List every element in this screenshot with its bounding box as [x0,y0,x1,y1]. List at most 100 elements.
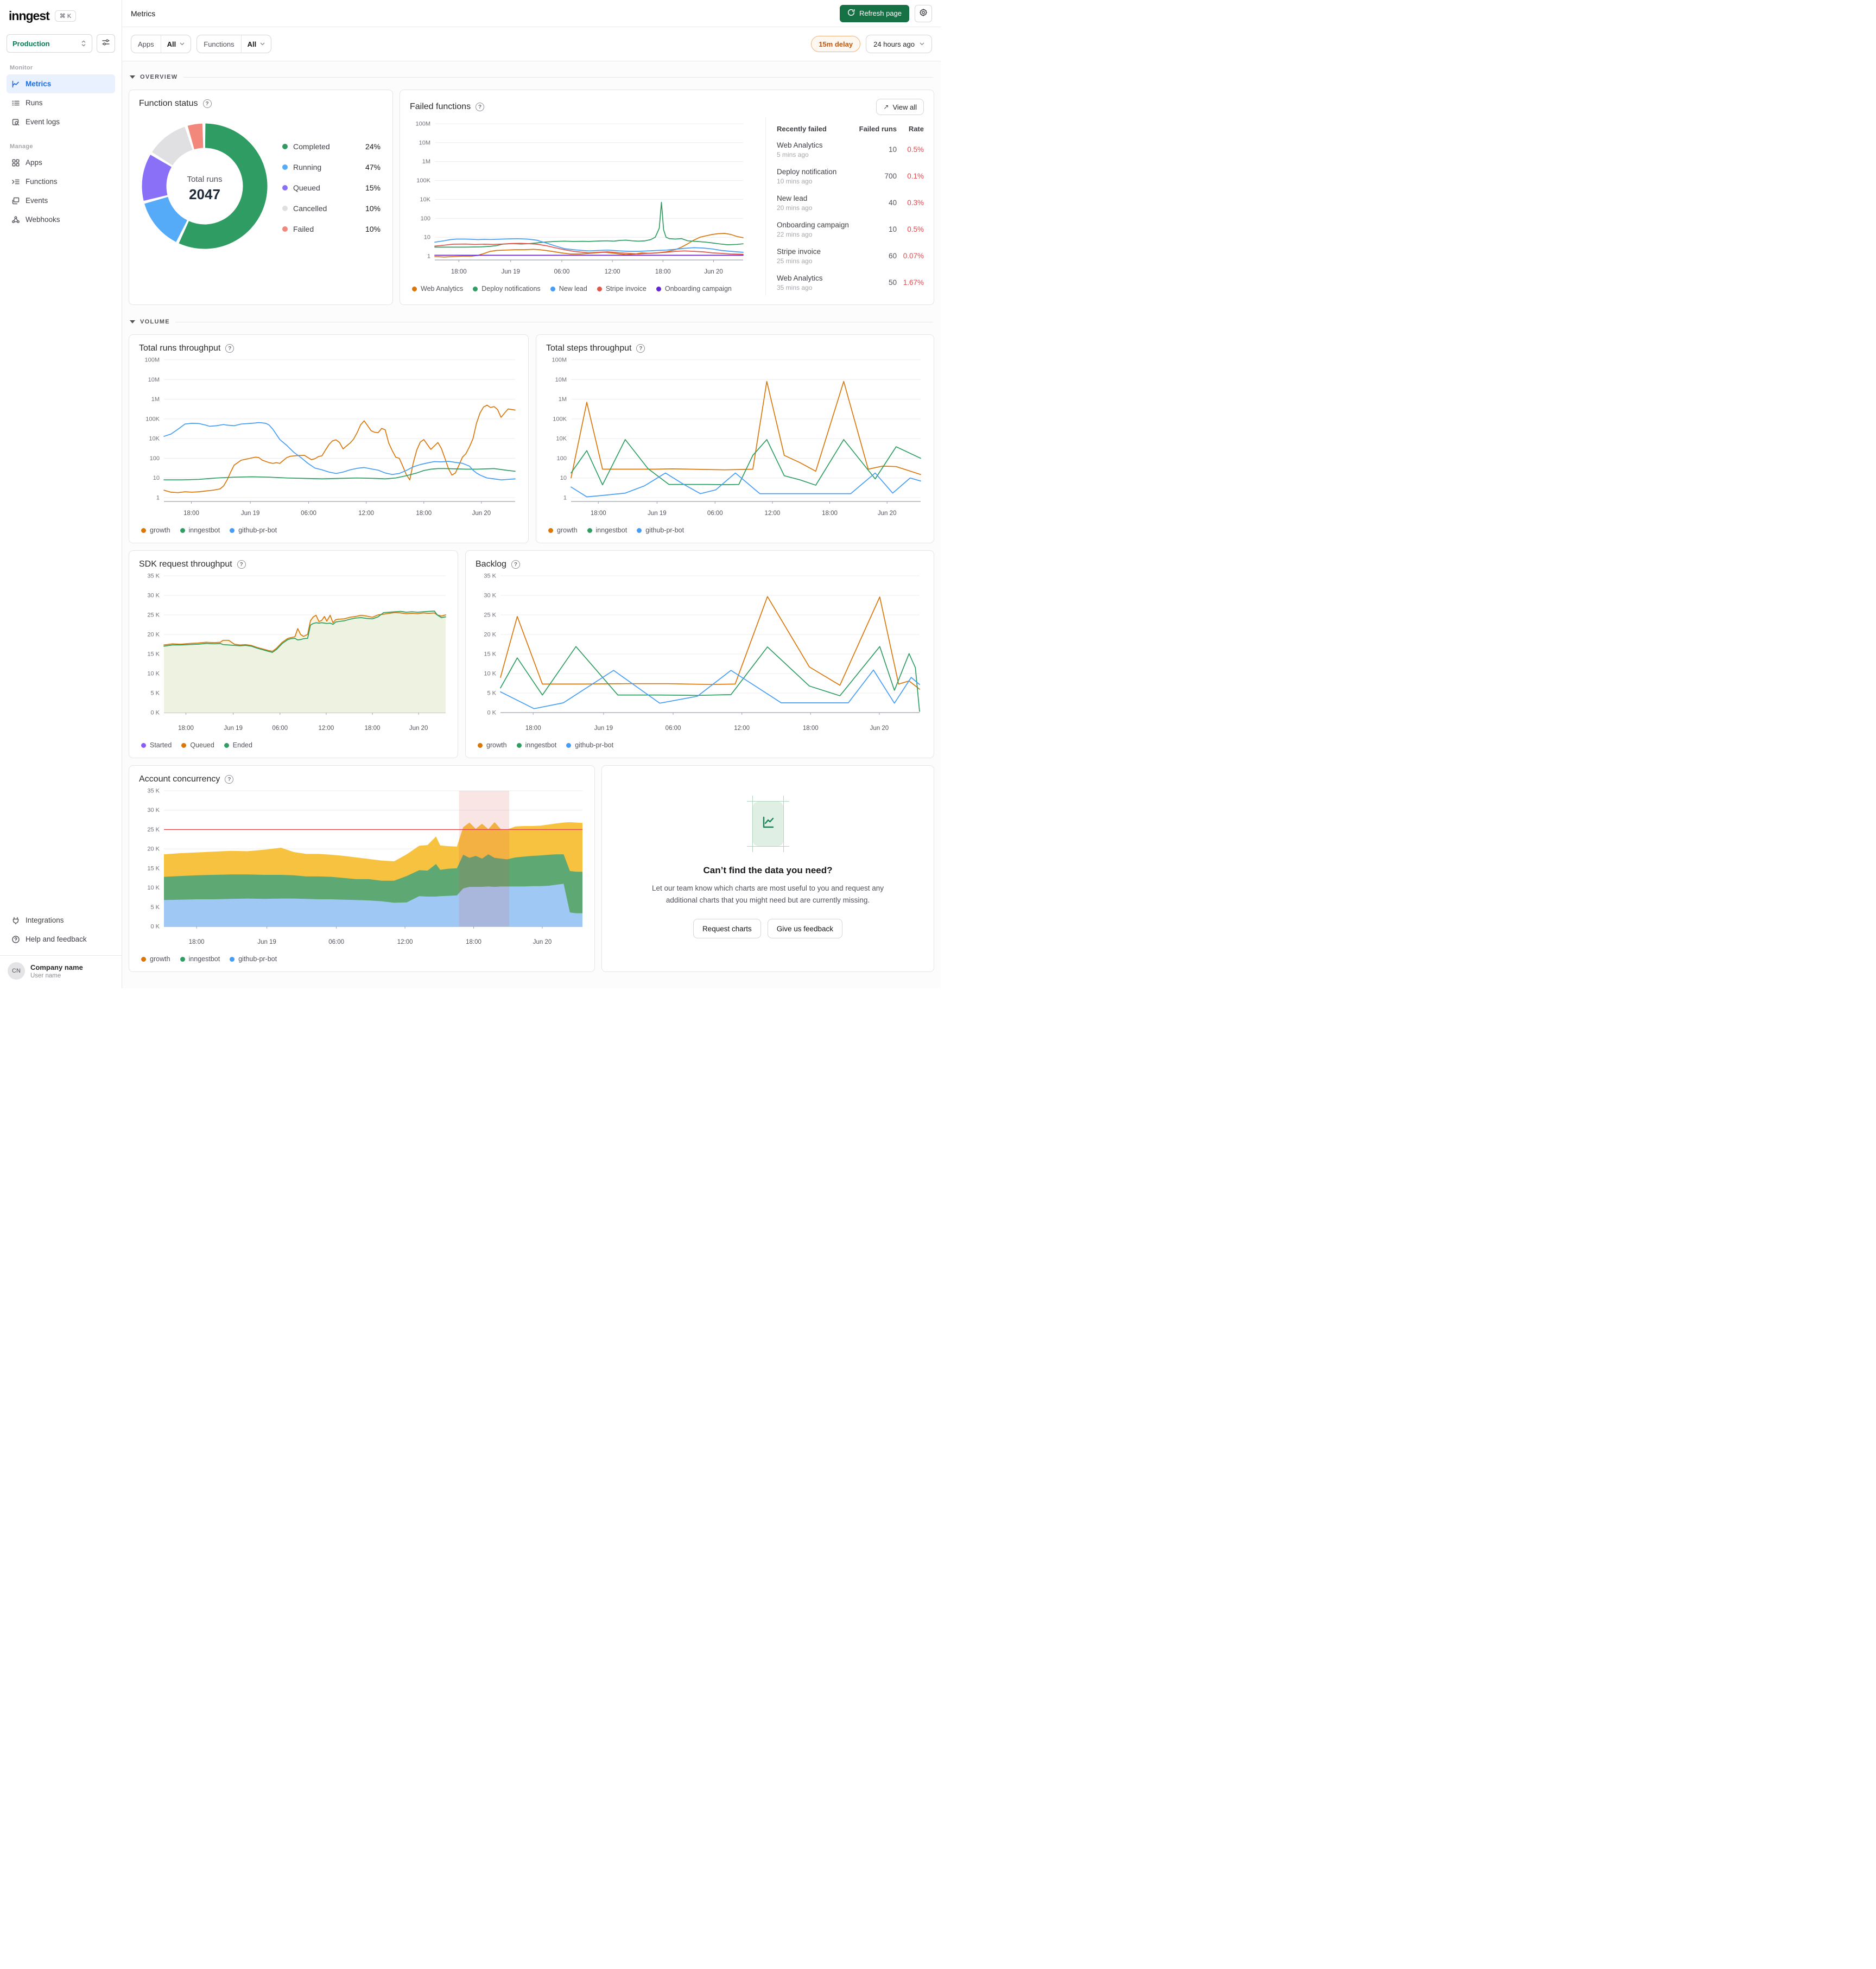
sidebar-item-events[interactable]: Events [7,191,115,210]
legend-dot [587,528,592,533]
chart-legend: growth inngestbot github-pr-bot [476,741,924,749]
gear-icon [919,8,928,19]
refresh-page-button[interactable]: Refresh page [839,4,909,22]
command-k-shortcut[interactable]: ⌘ K [54,10,77,22]
sidebar-item-runs[interactable]: Runs [7,93,115,112]
user-name: User name [30,972,61,979]
sidebar-item-integrations[interactable]: Integrations [7,911,115,930]
svg-text:Jun 20: Jun 20 [704,269,723,275]
delay-badge: 15m delay [811,36,861,52]
legend-item: growth [548,526,578,534]
help-tooltip-icon[interactable]: ? [225,775,234,784]
table-row[interactable]: Deploy notification 10 mins ago 700 0.1% [777,167,924,185]
svg-text:100: 100 [557,455,567,462]
account-menu[interactable]: CN Company name User name [0,955,122,983]
chart-legend: growth inngestbot github-pr-bot [546,526,924,534]
sidebar-item-metrics[interactable]: Metrics [7,74,115,93]
request-charts-button[interactable]: Request charts [693,919,761,939]
chart-line-icon [11,80,20,88]
legend-item: inngestbot [180,526,220,534]
svg-text:100M: 100M [552,357,567,364]
svg-text:100: 100 [421,215,430,222]
chevron-down-icon [920,42,924,46]
svg-text:18:00: 18:00 [189,939,205,945]
legend-dot [230,528,235,533]
svg-text:Jun 20: Jun 20 [472,510,491,517]
svg-text:10M: 10M [555,377,567,383]
sidebar-item-label: Functions [26,177,58,186]
legend-item: Ended [224,741,252,749]
svg-text:1: 1 [563,495,567,501]
svg-text:30 K: 30 K [147,593,160,599]
chart-legend: Started Queued Ended [139,741,448,749]
functions-filter[interactable]: Functions All [197,35,272,53]
svg-text:25 K: 25 K [484,612,496,619]
help-tooltip-icon[interactable]: ? [511,560,520,569]
overview-section-header[interactable]: OVERVIEW [130,70,933,84]
environment-value: Production [12,39,50,48]
volume-section-header[interactable]: VOLUME [130,315,933,329]
table-row[interactable]: New lead 20 mins ago 40 0.3% [777,194,924,212]
recently-failed-table: Recently failed Failed runs Rate Web Ana… [765,117,924,296]
list-runs-icon [11,99,20,107]
sidebar-item-apps[interactable]: Apps [7,153,115,172]
view-all-button[interactable]: ↗ View all [876,99,924,115]
legend-dot [141,528,146,533]
table-row[interactable]: Web Analytics 35 mins ago 50 1.67% [777,274,924,291]
svg-text:30 K: 30 K [484,593,496,599]
help-tooltip-icon[interactable]: ? [237,560,246,569]
help-tooltip-icon[interactable]: ? [225,344,234,353]
card-title: Backlog [476,560,506,569]
svg-text:2047: 2047 [189,186,220,202]
svg-text:35 K: 35 K [147,573,160,580]
settings-button[interactable] [915,4,932,22]
help-tooltip-icon[interactable]: ? [636,344,645,353]
account-concurrency-chart: 0 K 5 K 10 K 15 K 20 K 25 K 30 K 35 K 18:00 Jun 1… [139,784,585,963]
chevron-down-icon [260,42,265,46]
give-feedback-button[interactable]: Give us feedback [767,919,843,939]
svg-text:10 K: 10 K [147,671,160,677]
environment-select[interactable]: Production [7,34,92,53]
svg-text:Jun 19: Jun 19 [501,269,520,275]
topbar: Metrics Refresh page [122,0,941,27]
environment-filter-button[interactable] [97,34,115,53]
svg-text:06:00: 06:00 [554,269,570,275]
time-range-select[interactable]: 24 hours ago [866,35,932,53]
svg-text:1: 1 [427,253,430,260]
function-status-donut: Total runs 2047 [141,123,268,252]
collapse-triangle-icon [130,320,135,323]
svg-text:5 K: 5 K [150,904,160,911]
logo-row: inngest ⌘ K [7,9,115,23]
legend-item: New lead [550,285,587,293]
sidebar-item-label: Event logs [26,118,60,126]
card-title: Function status [139,99,198,108]
table-row[interactable]: Stripe invoice 25 mins ago 60 0.07% [777,247,924,265]
legend-dot [141,742,146,748]
apps-filter[interactable]: Apps All [131,35,192,53]
svg-text:20 K: 20 K [484,632,496,638]
svg-text:12:00: 12:00 [605,269,620,275]
svg-text:100M: 100M [144,357,160,364]
legend-dot [282,143,288,149]
svg-text:18:00: 18:00 [822,510,838,517]
help-tooltip-icon[interactable]: ? [202,99,212,108]
sidebar-item-functions[interactable]: Functions [7,172,115,191]
svg-text:Jun 20: Jun 20 [533,939,552,945]
legend-item: Queued 15% [282,177,381,198]
sidebar-item-webhooks[interactable]: Webhooks [7,210,115,229]
sidebar-item-event-logs[interactable]: Event logs [7,112,115,131]
function-status-legend: Completed 24% Running 47% Queued 15% Cancel… [282,136,381,239]
sidebar-item-help[interactable]: Help and feedback [7,930,115,949]
avatar: CN [8,962,25,980]
help-tooltip-icon[interactable]: ? [476,103,485,111]
chart-line-icon [760,815,776,833]
svg-text:1M: 1M [559,396,567,403]
account-concurrency-card: Account concurrency ? 0 K 5 K 10 K 15 K 20 K… [129,765,595,972]
legend-dot [566,742,572,748]
svg-text:18:00: 18:00 [365,725,381,732]
legend-dot [282,226,288,232]
legend-item: Cancelled 10% [282,198,381,219]
legend-dot [412,286,417,291]
table-row[interactable]: Onboarding campaign 22 mins ago 10 0.5% [777,220,924,238]
table-row[interactable]: Web Analytics 5 mins ago 10 0.5% [777,141,924,158]
